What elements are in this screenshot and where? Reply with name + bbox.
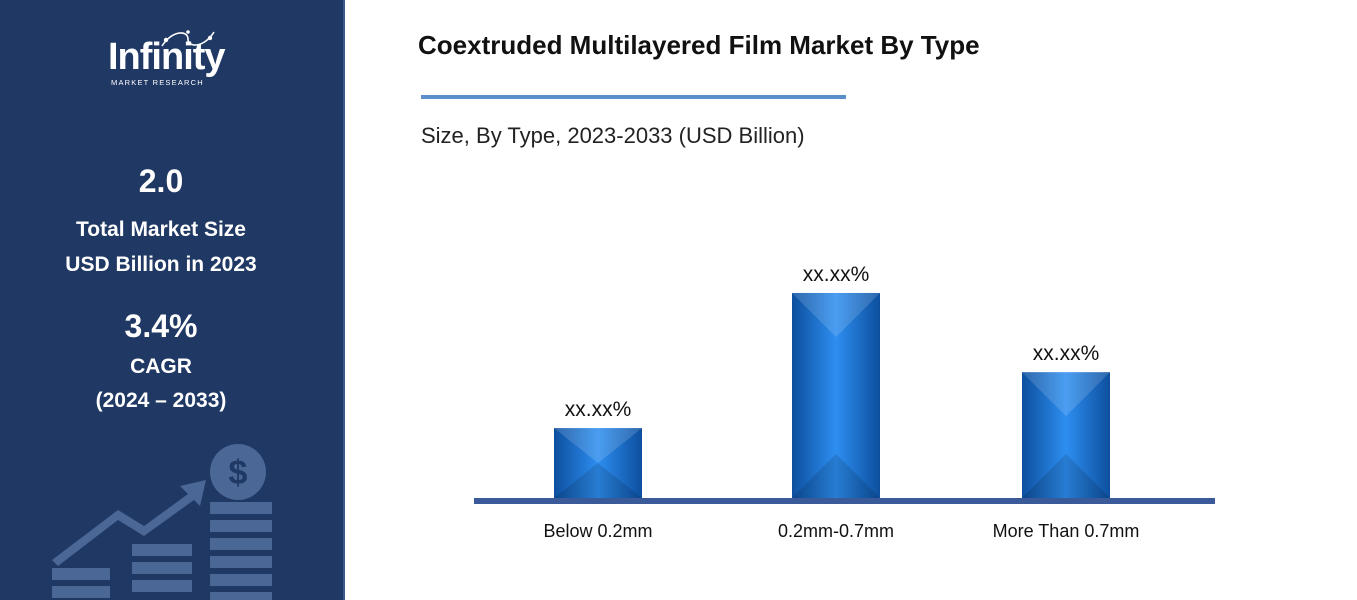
logo-wordmark: Infinity [108,36,226,78]
bar-1 [554,428,642,498]
chart-subtitle: Size, By Type, 2023-2033 (USD Billion) [421,123,805,148]
page-title: Coextruded Multilayered Film Market By T… [418,30,980,60]
cagr-value: 3.4% [124,308,198,344]
market-size-value: 2.0 [138,163,184,199]
bar-2 [792,292,880,498]
market-size-label: Total Market Size [76,218,246,241]
cagr-period: (2024 – 2033) [95,389,227,412]
category-label-1: Below 0.2mm [543,521,652,541]
bar-3 [1022,372,1110,498]
svg-text:$: $ [229,454,248,492]
market-size-unit: USD Billion in 2023 [65,253,257,276]
sidebar: Infinity MARKET RESEARCH 2.0 Total Marke… [0,0,345,600]
title-underline [421,95,846,99]
category-label-3: More Than 0.7mm [993,521,1140,541]
logo-swoosh-icon [161,30,215,47]
data-label-3: xx.xx% [1033,342,1100,365]
category-label-2: 0.2mm-0.7mm [778,521,894,541]
cagr-label: CAGR [130,355,192,378]
data-label-1: xx.xx% [565,398,632,421]
company-logo: Infinity MARKET RESEARCH [108,28,248,90]
data-label-2: xx.xx% [803,263,870,286]
logo-tagline: MARKET RESEARCH [111,78,204,87]
x-axis-baseline [474,498,1215,504]
bar-chart: xx.xx% Below 0.2mm xx.xx% 0.2mm-0.7mm xx.xx%… [474,263,1215,541]
growth-chart-icon: $ [52,444,272,600]
